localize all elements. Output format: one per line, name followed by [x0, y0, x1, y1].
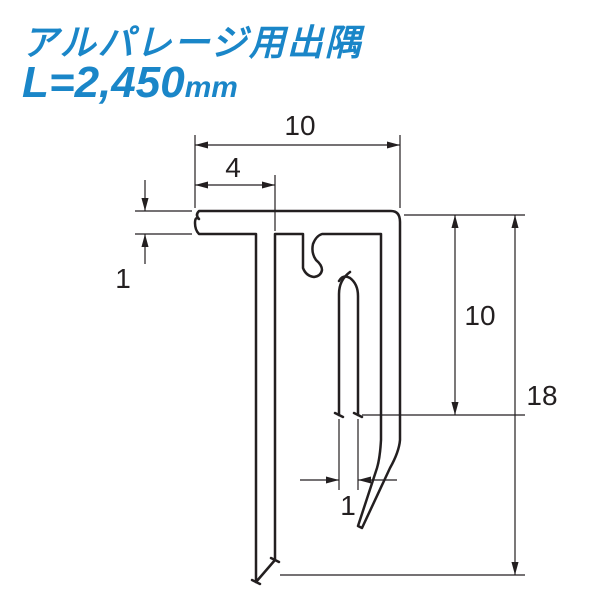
- dim-right-inner: 10: [460, 300, 500, 332]
- dim-top-outer: 10: [275, 110, 325, 142]
- dim-top-inner: 4: [218, 152, 248, 184]
- dimensions: [135, 135, 525, 575]
- profile-outline: [195, 211, 400, 584]
- dim-bottom-thk: 1: [338, 490, 358, 522]
- dim-left-thk: 1: [108, 263, 138, 295]
- dim-right-outer: 18: [522, 380, 562, 412]
- cross-section-diagram: [0, 0, 600, 600]
